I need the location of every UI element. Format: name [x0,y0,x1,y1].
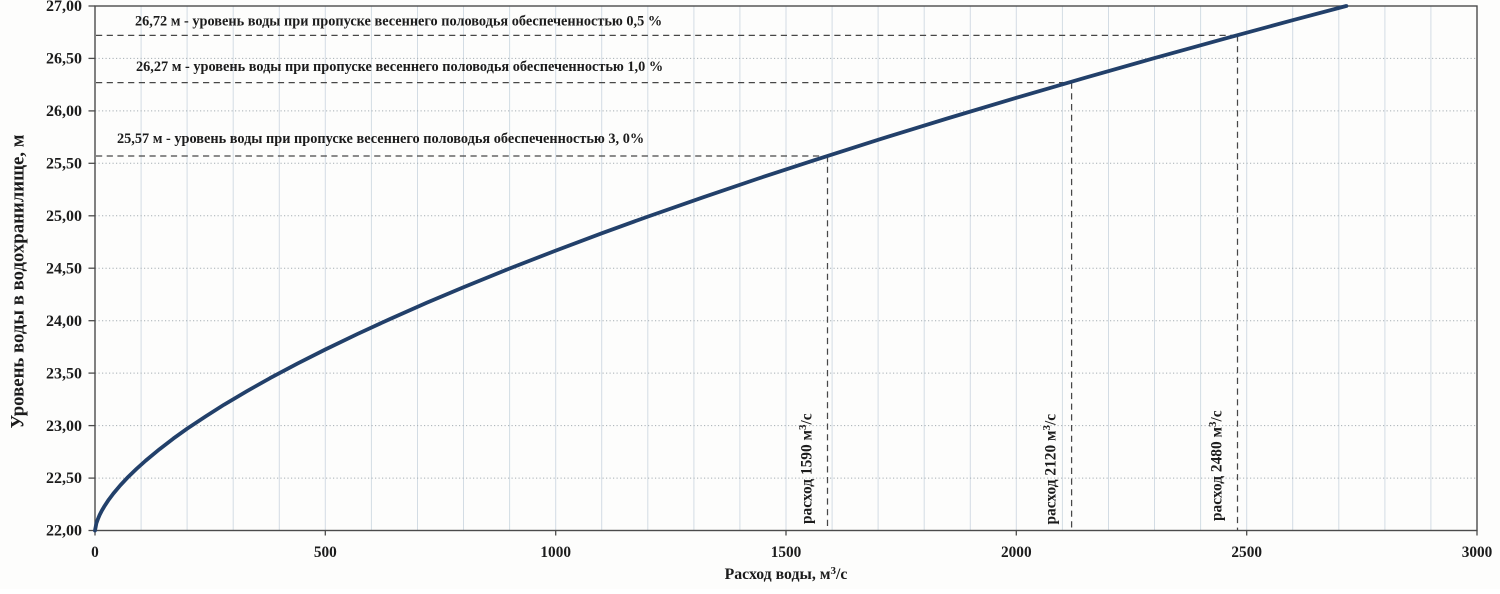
svg-text:500: 500 [314,544,337,561]
svg-text:25,00: 25,00 [46,208,82,225]
svg-text:26,50: 26,50 [46,51,82,68]
svg-text:1000: 1000 [540,544,571,561]
svg-text:23,00: 23,00 [46,418,82,435]
svg-text:22,50: 22,50 [46,470,82,487]
svg-text:3000: 3000 [1462,544,1493,561]
svg-text:26,72 м - уровень воды при про: 26,72 м - уровень воды при пропуске весе… [135,14,662,30]
svg-text:25,50: 25,50 [46,156,82,173]
svg-text:24,00: 24,00 [46,313,82,330]
svg-text:расход 1590 м3/с: расход 1590 м3/с [797,413,816,524]
svg-text:27,00: 27,00 [46,0,82,15]
svg-text:26,00: 26,00 [46,103,82,120]
svg-text:22,00: 22,00 [46,523,82,540]
svg-text:23,50: 23,50 [46,365,82,382]
svg-text:расход 2120 м3/с: расход 2120 м3/с [1041,414,1060,525]
svg-text:24,50: 24,50 [46,260,82,277]
svg-text:2000: 2000 [1001,544,1032,561]
svg-text:2500: 2500 [1231,544,1262,561]
svg-text:Уровень воды в водохранилище,: Уровень воды в водохранилище, м [8,134,29,428]
svg-text:расход 2480 м3/с: расход 2480 м3/с [1207,410,1226,521]
svg-text:26,27 м - уровень воды при про: 26,27 м - уровень воды при пропуске весе… [136,59,663,75]
svg-text:25,57 м - уровень воды при про: 25,57 м - уровень воды при пропуске весе… [117,131,644,147]
svg-text:1500: 1500 [771,544,802,561]
svg-text:Расход воды, м3/с: Расход воды, м3/с [725,565,848,583]
svg-text:0: 0 [91,544,99,561]
